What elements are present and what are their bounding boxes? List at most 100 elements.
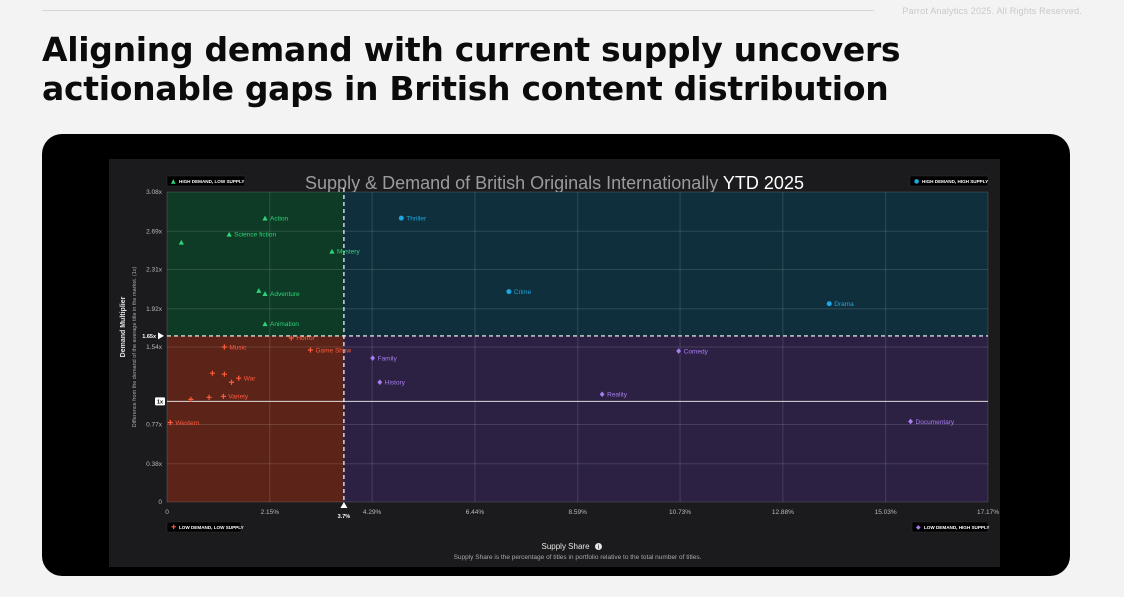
point-label-comedy: Comedy [684,348,709,355]
quadrant-high-demand-low-supply [167,192,344,336]
point-label-music: Music [229,344,247,351]
point-label-horror: Horror [296,335,315,342]
point-unlabeled [206,394,212,400]
point-unlabeled [228,379,235,385]
point-animation [262,321,268,327]
average-demand-label: 1x [157,399,164,405]
x-axis-note: Supply Share is the percentage of titles… [454,554,702,561]
x-tick-label: 2.15% [261,509,280,516]
demand-threshold-badge [141,331,157,340]
x-tick-label: 17.17% [977,509,999,516]
x-tick-label: 6.44% [466,509,485,516]
point-label-game-show: Game Show [315,347,351,354]
headline-line-2: actionable gaps in British content distr… [42,69,889,108]
scatter-plot: 0 0.38x 0.77x 1.54x 1.92x 2.31x 2.69x 3.08x 0 2.1… [120,175,999,561]
quadrant-low-demand-low-supply [167,335,344,502]
point-music [221,344,227,350]
quadrant-tl-badge [166,175,246,187]
x-tick-label: 15.03% [875,509,897,516]
y-axis-subtitle: Difference from the demand of the averag… [132,266,138,427]
x-tick-label: 4.29% [363,509,382,516]
quadrant-bl-icon: ✚ [171,524,176,531]
point-label-western: Western [175,420,199,427]
point-label-variety: Variety [228,394,248,401]
quadrant-low-demand-high-supply [343,335,988,502]
quadrant-br-label: LOW DEMAND, HIGH SUPPLY [924,525,989,530]
quadrant-tr-badge [909,175,989,187]
headline-line-1: Aligning demand with current supply unco… [42,30,901,69]
point-label-action: Action [270,215,288,222]
point-label-animation: Animation [270,321,299,328]
point-label-drama: Drama [834,301,854,308]
point-label-crime: Crime [514,289,532,296]
top-divider [42,10,874,11]
info-icon-glyph: i [598,545,600,551]
quadrant-tr-icon: ● [914,178,919,185]
point-adventure [262,291,268,296]
x-axis-title: Supply Share [541,542,590,551]
chart-title-main: Supply & Demand of British Originals Int… [305,173,719,193]
point-unlabeled [188,396,194,402]
point-label-mystery: Mystery [337,249,361,256]
x-tick-label: 12.88% [772,509,794,516]
chart-title: Supply & Demand of British Originals Int… [109,173,1000,194]
x-tick-label: 10.73% [669,509,691,516]
quadrant-tl-label: HIGH DEMAND, LOW SUPPLY [179,179,244,184]
point-label-adventure: Adventure [270,291,300,298]
point-mystery [329,248,335,254]
point-label-reality: Reality [607,392,628,399]
point-label-war: War [244,376,257,383]
point-drama [826,301,832,307]
chart-title-highlight: YTD 2025 [722,173,804,193]
point-crime [506,289,512,295]
average-demand-badge [155,397,165,406]
page-headline: Aligning demand with current supply unco… [42,30,1082,108]
point-comedy [676,348,682,354]
x-tick-label: 0 [165,509,169,516]
point-action [262,215,268,221]
point-reality [599,391,605,398]
point-unlabeled [209,370,216,376]
y-tick-label: 0.77x [146,422,163,429]
quadrant-tr-label: HIGH DEMAND, HIGH SUPPLY [922,179,988,184]
point-label-thriller: Thriller [406,215,427,222]
info-icon [595,543,602,550]
y-tick-label: 2.69x [146,228,163,235]
quadrant-br-badge [911,521,989,533]
y-tick-label: 1.54x [146,344,163,351]
point-label-documentary: Documentary [916,419,955,426]
point-science-fiction [226,231,232,237]
point-horror [288,335,294,341]
quadrant-high-demand-high-supply [343,192,988,336]
demand-threshold-label: 1.65x [142,334,157,340]
y-tick-label: 1.92x [146,306,163,313]
quadrant-tl-icon: ▲ [171,178,176,185]
chart-card: Supply & Demand of British Originals Int… [42,134,1070,576]
point-documentary [908,418,913,425]
y-tick-label: 3.08x [146,189,163,196]
supply-threshold-marker [340,502,348,508]
y-axis-title: Demand Multiplier [120,296,127,357]
y-tick-label: 2.31x [146,267,163,274]
demand-threshold-marker [158,332,164,340]
quadrant-br-icon: ◆ [916,524,921,531]
y-tick-label: 0.38x [146,461,163,468]
quadrant-bl-badge [166,521,242,533]
point-war [236,375,242,381]
point-variety [220,393,227,399]
point-family [370,355,376,361]
point-label-science-fiction: Science fiction [234,232,276,239]
y-tick-label: 0 [158,499,162,506]
quadrant-bl-label: LOW DEMAND, LOW SUPPLY [179,525,244,530]
point-label-history: History [385,380,406,387]
point-history [377,379,383,386]
chart-panel: Supply & Demand of British Originals Int… [109,159,1000,567]
point-unlabeled [178,239,184,245]
point-label-family: Family [378,355,398,362]
point-unlabeled [256,288,262,293]
x-tick-label: 8.59% [569,509,588,516]
copyright-text: Parrot Analytics 2025. All Rights Reserv… [902,6,1082,16]
point-thriller [398,215,404,221]
supply-threshold-label: 3.7% [338,514,351,520]
point-game-show [307,347,314,353]
